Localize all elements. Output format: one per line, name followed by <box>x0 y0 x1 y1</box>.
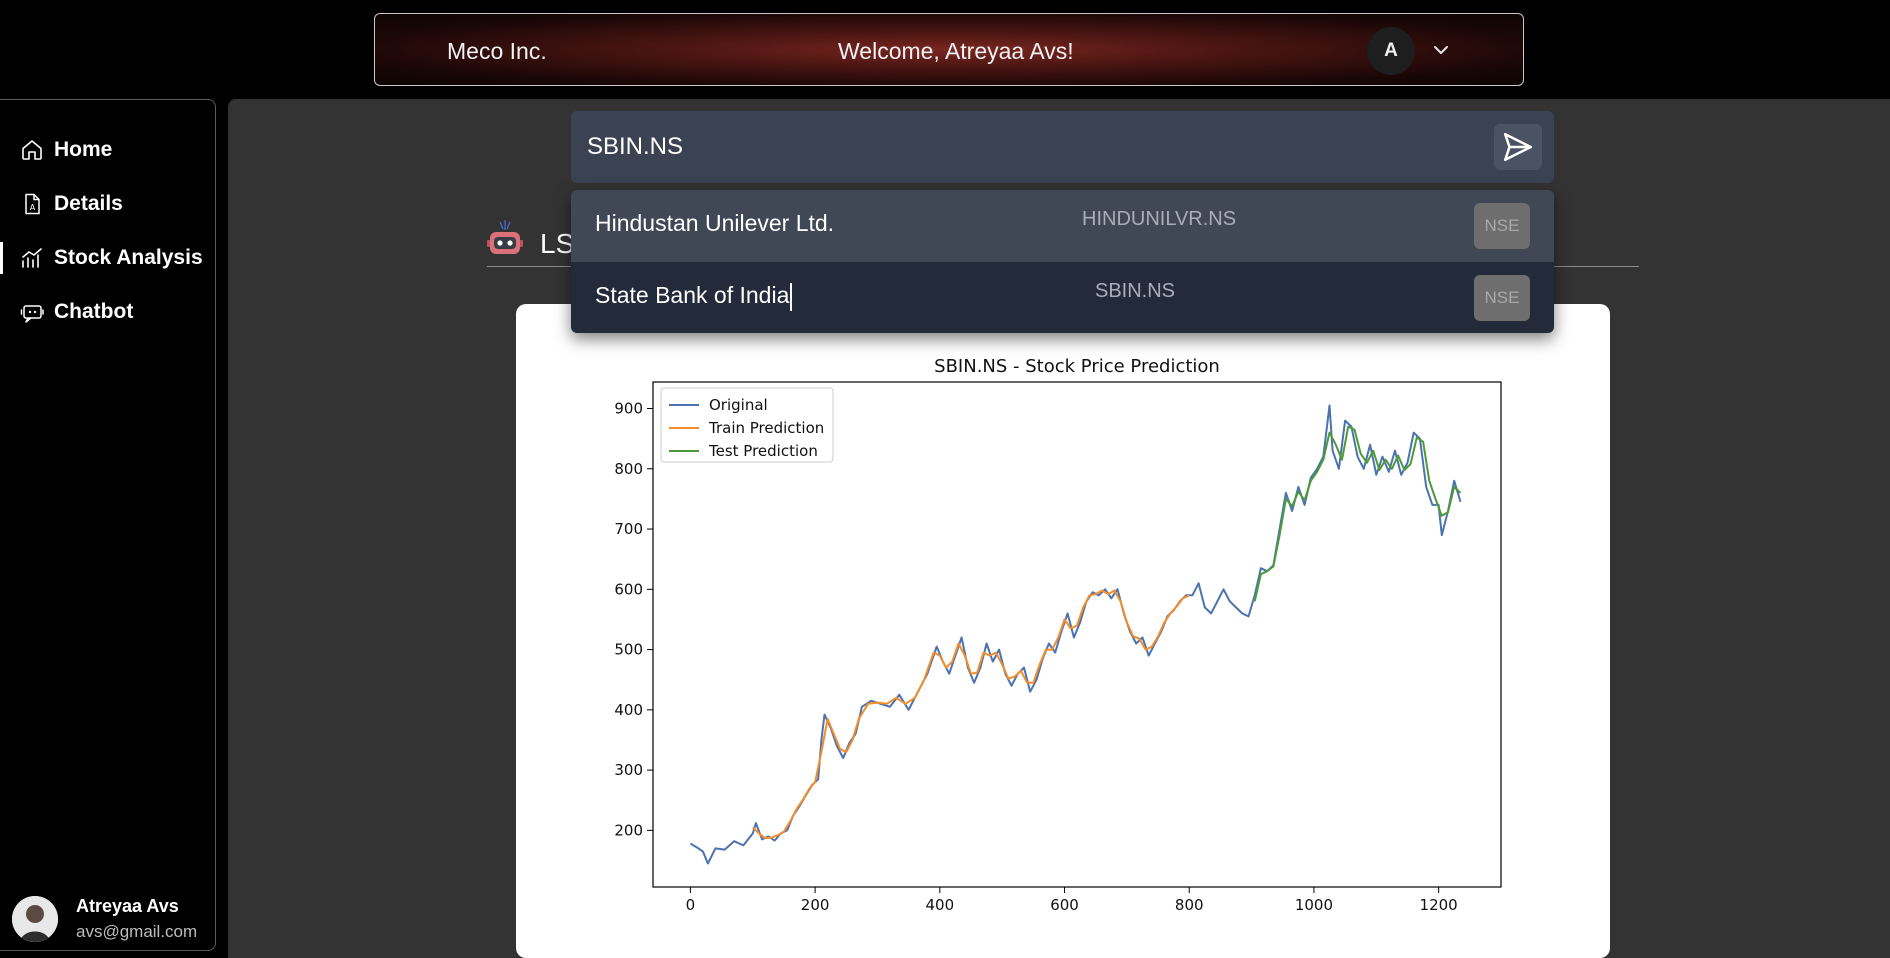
search-suggestions: Hindustan Unilever Ltd. HINDUNILVR.NS NS… <box>571 190 1554 333</box>
home-icon <box>22 140 42 160</box>
suggestion-symbol: HINDUNILVR.NS <box>1082 208 1237 230</box>
y-tick-label: 400 <box>614 701 643 719</box>
x-tick-label: 0 <box>686 896 696 914</box>
send-icon <box>1503 132 1533 162</box>
series-line-original <box>689 404 1462 865</box>
x-tick-label: 600 <box>1050 896 1079 914</box>
x-tick-label: 200 <box>801 896 830 914</box>
y-tick-label: 800 <box>614 460 643 478</box>
sidebar: Home A Details Stock Analysis Chatbot <box>0 99 216 951</box>
sidebar-item-label: Details <box>54 192 123 215</box>
chatbot-icon <box>20 305 44 323</box>
sidebar-item-stock-analysis[interactable]: Stock Analysis <box>0 238 210 278</box>
sidebar-item-chatbot[interactable]: Chatbot <box>0 292 210 332</box>
suggestion-item[interactable]: Hindustan Unilever Ltd. HINDUNILVR.NS NS… <box>571 190 1554 262</box>
y-tick-label: 200 <box>614 821 643 839</box>
suggestion-name: State Bank of India <box>595 282 793 311</box>
x-tick-label: 1000 <box>1295 896 1333 914</box>
legend-label: Original <box>709 396 768 414</box>
chart-title: SBIN.NS - Stock Price Prediction <box>934 356 1220 377</box>
y-tick-label: 900 <box>614 400 643 418</box>
exchange-badge: NSE <box>1474 275 1530 321</box>
suggestion-symbol: SBIN.NS <box>1095 280 1176 302</box>
sidebar-item-label: Stock Analysis <box>54 246 203 269</box>
top-header: Meco Inc. Welcome, Atreyaa Avs! A <box>374 13 1524 86</box>
sidebar-item-label: Chatbot <box>54 300 134 323</box>
profile-email: avs@gmail.com <box>76 922 198 941</box>
y-tick-label: 600 <box>614 580 643 598</box>
x-tick-label: 1200 <box>1420 896 1458 914</box>
robot-icon <box>487 220 523 254</box>
chevron-down-icon[interactable] <box>1429 38 1453 62</box>
search-input[interactable] <box>587 125 1467 169</box>
series-line-train-prediction <box>752 589 1190 840</box>
chart-icon <box>22 248 42 268</box>
avatar <box>12 896 58 942</box>
prediction-chart: SBIN.NS - Stock Price Prediction 0 200 400 6… <box>614 356 1502 914</box>
sidebar-item-home[interactable]: Home <box>0 130 210 170</box>
suggestion-item[interactable]: State Bank of India SBIN.NS NSE <box>571 262 1554 333</box>
document-icon: A <box>25 193 40 215</box>
user-avatar-button[interactable]: A <box>1367 27 1415 75</box>
y-tick-label: 500 <box>614 641 643 659</box>
y-tick-label: 700 <box>614 520 643 538</box>
legend-label: Train Prediction <box>708 419 824 437</box>
brand-name: Meco Inc. <box>447 38 547 64</box>
send-button[interactable] <box>1494 124 1542 170</box>
section-title: LS <box>540 228 575 259</box>
x-tick-label: 400 <box>926 896 955 914</box>
chart-card: SBIN.NS - Stock Price Prediction 0 200 400 6… <box>516 304 1610 958</box>
x-tick-label: 800 <box>1175 896 1204 914</box>
profile-name: Atreyaa Avs <box>76 896 179 916</box>
legend-box <box>660 387 834 463</box>
stock-search-bar <box>571 111 1554 183</box>
sidebar-item-details[interactable]: A Details <box>0 184 210 224</box>
legend-label: Test Prediction <box>708 442 818 460</box>
user-profile[interactable]: Atreyaa Avs avs@gmail.com <box>12 896 212 946</box>
welcome-message: Welcome, Atreyaa Avs! <box>838 38 1074 64</box>
svg-text:A: A <box>30 203 36 212</box>
exchange-badge: NSE <box>1474 203 1530 249</box>
y-tick-label: 300 <box>614 761 643 779</box>
plot-frame <box>652 381 1502 888</box>
sidebar-item-label: Home <box>54 138 113 161</box>
suggestion-name: Hindustan Unilever Ltd. <box>595 210 835 236</box>
series-line-test-prediction <box>1253 425 1462 602</box>
